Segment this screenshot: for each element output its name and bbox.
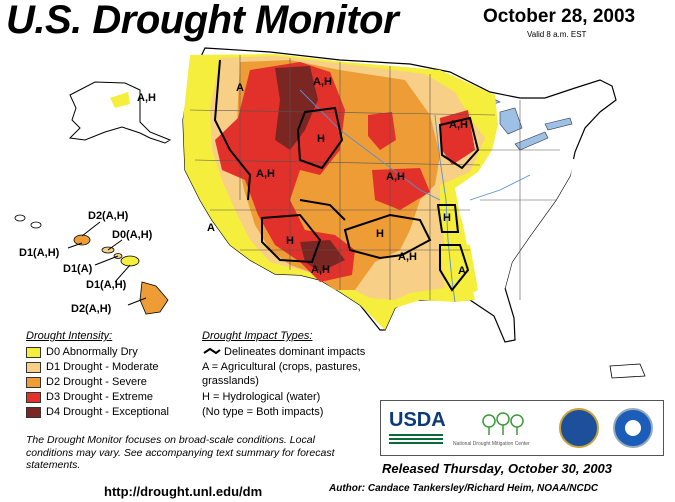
d3-nebraska	[372, 168, 430, 210]
label-ok-h: H	[376, 228, 384, 240]
impact-a-desc-cont: grasslands)	[202, 375, 259, 387]
label-wisc: A,H	[449, 119, 468, 131]
puerto-rico	[609, 363, 646, 379]
footnote: The Drought Monitor focuses on broad-sca…	[26, 434, 335, 471]
alaska-drought	[110, 92, 130, 108]
label-tx: A,H	[398, 251, 417, 263]
map-date: October 28, 2003	[483, 6, 636, 27]
label-nm: A,H	[311, 264, 330, 276]
label-hi6: D2(A,H)	[71, 303, 112, 315]
label-hi2: D0(A,H)	[112, 229, 153, 241]
impact-none-desc: (No type = Both impacts)	[202, 406, 324, 418]
impact-lines	[213, 59, 480, 292]
label-hi4: D1(A)	[63, 263, 93, 275]
impact-a-desc: A = Agricultural (crops, pastures,	[202, 361, 361, 373]
legend-d2: D2 Drought - Severe	[26, 376, 147, 388]
label-alaska: A,H	[137, 92, 156, 104]
swatch-d0	[26, 346, 41, 358]
label-la: A	[458, 265, 466, 277]
legend-d4-label: D4 Drought - Exceptional	[46, 406, 169, 418]
label-wyoming: H	[317, 133, 325, 145]
swatch-d3	[26, 391, 41, 403]
ndmc-logo-icon	[482, 412, 524, 435]
ndmc-logo-text: National Drought Mitigation Center	[453, 441, 530, 447]
impact-h-desc: H = Hydrological (water)	[202, 391, 321, 403]
legend-d4: D4 Drought - Exceptional	[26, 406, 169, 418]
agency-logos: USDA National Drought Mitigation Center	[380, 400, 664, 456]
alaska-land	[68, 81, 172, 144]
swatch-d1	[26, 361, 41, 373]
website-url[interactable]: http://drought.unl.edu/dm	[104, 484, 263, 499]
swatch-d2	[26, 376, 41, 388]
usda-logo-stripes	[389, 434, 443, 446]
legend-d0-label: D0 Abnormally Dry	[46, 346, 138, 358]
page-title: U.S. Drought Monitor	[6, 0, 399, 42]
legend-d1-label: D1 Drought - Moderate	[46, 361, 159, 373]
legend-d3: D3 Drought - Extreme	[26, 391, 153, 403]
label-california: A	[207, 222, 215, 234]
usda-logo: USDA	[389, 409, 446, 431]
rivers	[299, 89, 531, 303]
label-hi1: D2(A,H)	[88, 210, 129, 222]
label-hi3: D1(A,H)	[19, 247, 60, 259]
author-credit: Author: Candace Tankersley/Richard Heim,…	[329, 483, 599, 494]
label-nebraska: A,H	[386, 171, 405, 183]
doc-seal-icon	[559, 408, 599, 448]
hawaii-leaders	[67, 221, 147, 306]
legend-d2-label: D2 Drought - Severe	[46, 376, 147, 388]
swatch-d4	[26, 406, 41, 418]
impact-legend-title: Drought Impact Types:	[202, 330, 313, 342]
label-ar-h: H	[443, 212, 451, 224]
legend-d3-label: D3 Drought - Extreme	[46, 391, 153, 403]
intensity-legend-title: Drought Intensity:	[26, 330, 113, 342]
d3-iowa	[368, 112, 396, 150]
label-az-h: H	[286, 235, 294, 247]
d3-west	[215, 62, 355, 282]
valid-time: Valid 8 a.m. EST	[527, 30, 587, 39]
noaa-seal-icon	[613, 408, 653, 448]
release-date: Released Thursday, October 30, 2003	[382, 461, 613, 476]
d4-montana	[275, 66, 318, 150]
non-drought-east	[462, 150, 575, 300]
label-nw: A	[236, 82, 244, 94]
label-hi5: D1(A,H)	[86, 279, 127, 291]
state-lines	[189, 55, 560, 300]
d4-nm	[300, 240, 345, 272]
impact-line-symbol	[203, 347, 221, 355]
impact-line-desc: Delineates dominant impacts	[224, 346, 366, 358]
label-utah: A,H	[256, 168, 275, 180]
legend-d1: D1 Drought - Moderate	[26, 361, 159, 373]
legend-d0: D0 Abnormally Dry	[26, 346, 138, 358]
label-montana: A,H	[313, 76, 332, 88]
